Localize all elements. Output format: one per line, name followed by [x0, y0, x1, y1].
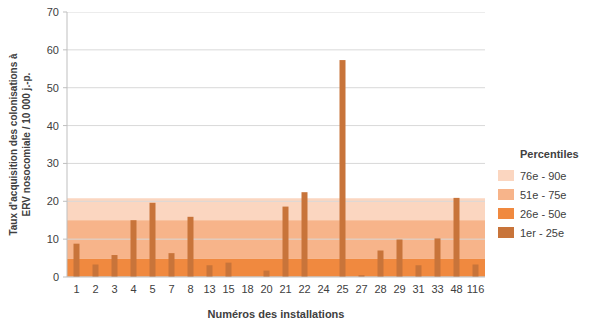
- x-axis-title: Numéros des installations: [208, 308, 345, 320]
- tick-mark: [63, 239, 67, 240]
- x-tick-label: 7: [168, 283, 174, 295]
- tick-mark: [63, 125, 67, 126]
- bar: [397, 240, 403, 277]
- x-tick-label: 18: [241, 283, 253, 295]
- y-tick-label: 10: [47, 233, 59, 245]
- grid-line: [67, 201, 485, 202]
- bar: [150, 203, 156, 277]
- bar: [131, 220, 137, 277]
- x-tick-label: 116: [467, 283, 485, 295]
- tick-mark: [63, 277, 67, 278]
- x-tick-label: 25: [336, 283, 348, 295]
- grid-line: [67, 12, 485, 13]
- x-tick-label: 3: [111, 283, 117, 295]
- y-tick-label: 20: [47, 195, 59, 207]
- x-tick-label: 31: [412, 283, 424, 295]
- y-tick-label: 30: [47, 157, 59, 169]
- x-tick-label: 15: [222, 283, 234, 295]
- bar: [93, 265, 99, 277]
- bar: [302, 192, 308, 277]
- grid-line: [67, 277, 485, 278]
- x-axis: [67, 277, 485, 278]
- bar: [378, 251, 384, 278]
- grid-line: [67, 239, 485, 240]
- legend-label: 51e - 75e: [520, 189, 566, 201]
- x-tick-label: 21: [279, 283, 291, 295]
- bar: [207, 265, 213, 277]
- grid-line: [67, 49, 485, 50]
- y-axis-title: Taux d'acquisition des colonisations à: [8, 53, 19, 236]
- y-tick-label: 60: [47, 44, 59, 56]
- legend-title: Percentiles: [520, 148, 579, 160]
- bar: [473, 265, 479, 277]
- x-tick-label: 24: [317, 283, 329, 295]
- tick-mark: [63, 201, 67, 202]
- legend-swatch: [498, 189, 514, 200]
- legend-label: 26e - 50e: [520, 208, 566, 220]
- bar: [435, 238, 441, 277]
- y-tick-label: 50: [47, 82, 59, 94]
- x-tick-label: 33: [431, 283, 443, 295]
- y-tick-label: 40: [47, 120, 59, 132]
- plot-area: [67, 12, 485, 277]
- bar: [454, 198, 460, 277]
- bar: [188, 217, 194, 277]
- chart: 0 10 20 30 40 50 60 70 1 2 3 4 5 7 8 13 15 18 20 21 22 24 25 27…: [0, 0, 600, 325]
- tick-mark: [63, 12, 67, 13]
- legend-swatch: [498, 227, 514, 238]
- percentile-band: [67, 198, 485, 220]
- percentile-band: [67, 259, 485, 277]
- bar: [112, 255, 118, 277]
- percentile-band: [67, 220, 485, 259]
- y-tick-label: 0: [53, 271, 59, 283]
- bar: [169, 253, 175, 277]
- legend-label: 1er - 25e: [520, 227, 564, 239]
- x-tick-label: 48: [450, 283, 462, 295]
- grid-line: [67, 87, 485, 88]
- tick-mark: [63, 87, 67, 88]
- grid-line: [67, 163, 485, 164]
- legend-swatch: [498, 170, 514, 181]
- x-tick-label: 29: [393, 283, 405, 295]
- legend-swatch: [498, 208, 514, 219]
- x-tick-label: 13: [203, 283, 215, 295]
- x-tick-label: 20: [260, 283, 272, 295]
- tick-mark: [63, 163, 67, 164]
- x-tick-label: 4: [130, 283, 136, 295]
- y-axis: [67, 12, 68, 277]
- x-tick-label: 1: [73, 283, 79, 295]
- x-tick-label: 2: [92, 283, 98, 295]
- tick-mark: [63, 49, 67, 50]
- legend-label: 76e - 90e: [520, 170, 566, 182]
- x-tick-label: 22: [298, 283, 310, 295]
- y-axis-title: ERV nosocomiale / 10 000 j.-p.: [21, 72, 32, 216]
- x-tick-label: 8: [187, 283, 193, 295]
- grid-line: [67, 125, 485, 126]
- percentile-band: [67, 277, 485, 278]
- bar: [416, 265, 422, 277]
- x-tick-label: 28: [374, 283, 386, 295]
- y-tick-label: 70: [47, 6, 59, 18]
- bar: [74, 244, 80, 277]
- x-tick-label: 27: [355, 283, 367, 295]
- bar: [340, 60, 346, 277]
- x-tick-label: 5: [149, 283, 155, 295]
- bar: [264, 271, 270, 277]
- bar: [226, 263, 232, 277]
- bar: [283, 207, 289, 277]
